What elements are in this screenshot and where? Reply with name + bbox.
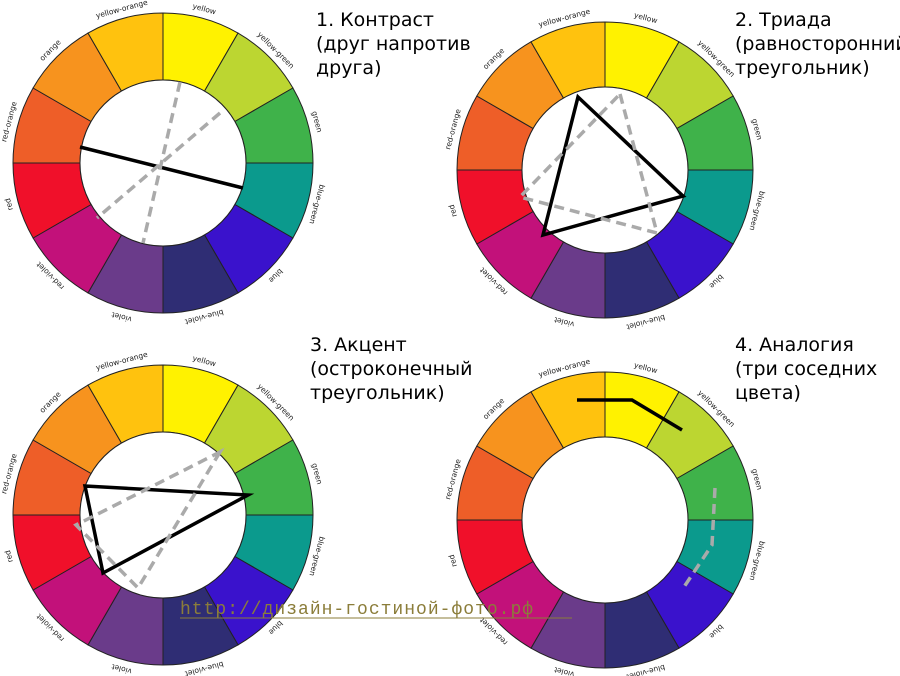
segment-label: violet xyxy=(110,662,132,676)
alt-scheme-line xyxy=(95,111,222,220)
panel-title: 4. Аналогия xyxy=(735,334,854,356)
panel-title: (три соседних xyxy=(735,358,877,380)
segment-label: red xyxy=(447,553,459,567)
segment-label: violet xyxy=(110,310,132,324)
color-wheel: yellowyellow-greengreenblue-greenblueblu… xyxy=(0,350,327,676)
panel-title: треугольник) xyxy=(735,57,870,79)
wheel-center xyxy=(79,431,247,599)
segment-label: red xyxy=(447,203,459,217)
panel-title: цвета) xyxy=(735,382,801,404)
scheme-line xyxy=(540,93,687,238)
segment-label: violet xyxy=(553,665,575,676)
watermark: http://дизайн-гостиной-фото.рф xyxy=(180,600,534,620)
color-wheel: yellowyellow-greengreenblue-greenblueblu… xyxy=(443,7,767,332)
segment-label: red xyxy=(3,197,15,211)
segment-label: green xyxy=(750,468,764,491)
color-wheel: yellowyellow-greengreenblue-greenblueblu… xyxy=(443,357,767,676)
alt-scheme-line xyxy=(516,90,660,236)
segment-label: yellow xyxy=(633,10,658,25)
segment-label: green xyxy=(310,110,324,133)
wheel-center xyxy=(521,86,689,254)
panel-title: (остроконечный xyxy=(310,358,472,380)
segment-label: green xyxy=(750,118,764,141)
segment-label: violet xyxy=(553,315,575,329)
color-wheel: yellowyellow-greengreenblue-greenblueblu… xyxy=(0,0,327,327)
scheme-line xyxy=(82,484,255,576)
panel-title: треугольник) xyxy=(310,382,445,404)
panel-title: 3. Акцент xyxy=(310,334,407,356)
alt-scheme-line xyxy=(680,487,717,591)
wheel-center xyxy=(521,436,689,604)
segment-label: yellow xyxy=(633,360,658,375)
panel-title: 1. Контраст xyxy=(316,9,434,31)
segment-label: green xyxy=(310,462,324,485)
panel-title: (друг напротив xyxy=(316,33,471,55)
alt-scheme-line xyxy=(73,447,225,591)
segment-label: red xyxy=(3,549,15,563)
segment-label: yellow xyxy=(192,1,217,16)
alt-scheme-line xyxy=(141,81,182,244)
panel-title: 2. Триада xyxy=(735,9,832,31)
panel-title: друга) xyxy=(316,57,381,79)
segment-label: yellow xyxy=(192,353,217,368)
panel-title: (равносторонний xyxy=(735,33,900,55)
scheme-line xyxy=(577,398,683,432)
